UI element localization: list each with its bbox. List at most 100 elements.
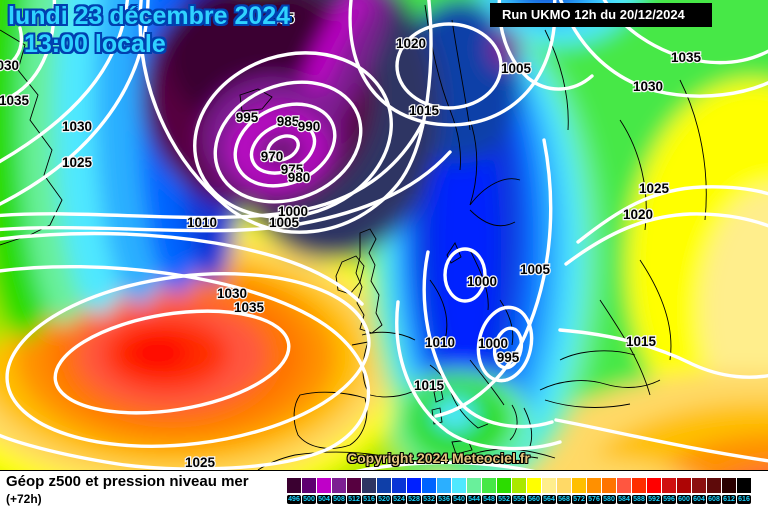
legend-value: 524 [392,495,406,504]
pressure-label: 995 [497,350,520,365]
pressure-label: 1000 [467,274,497,289]
legend-value: 516 [362,495,376,504]
legend-swatch [332,478,346,493]
legend-value: 496 [287,495,301,504]
legend-swatch [452,478,466,493]
pressure-label: 1020 [623,207,653,222]
pressure-label: 990 [298,119,321,134]
legend-value: 604 [692,495,706,504]
legend-value: 600 [677,495,691,504]
pressure-label: 995 [272,11,295,26]
legend-swatches [287,478,751,493]
legend-value: 548 [482,495,496,504]
legend-values: 496 500 504 508 512 516 520 524 528 532 536 540 544 5… [287,495,751,504]
pressure-label: 1020 [396,36,426,51]
legend-swatch [737,478,751,493]
pressure-label: 1025 [185,455,216,470]
pressure-label: 975 [281,162,304,177]
pressure-label: 1005 [501,61,532,76]
legend-swatch [347,478,361,493]
legend-swatch [707,478,721,493]
legend-value: 576 [587,495,601,504]
legend-value: 504 [317,495,331,504]
legend-value: 612 [722,495,736,504]
map-canvas: 9951020103010351030100510351015995985990… [0,0,768,470]
pressure-label: 1000 [478,336,508,351]
legend-swatch [722,478,736,493]
legend-swatch [557,478,571,493]
legend-swatch [587,478,601,493]
legend-swatch [632,478,646,493]
pressure-label: 980 [288,170,311,185]
pressure-label: 1010 [187,215,217,230]
legend-value: 580 [602,495,616,504]
pressure-label: 1005 [269,215,300,230]
legend-swatch [377,478,391,493]
legend-value: 540 [452,495,466,504]
legend-swatch [512,478,526,493]
legend-swatch [542,478,556,493]
footer-bar: Géop z500 et pression niveau mer (+72h) … [0,470,768,512]
legend-swatch [497,478,511,493]
legend-swatch [422,478,436,493]
legend-swatch [302,478,316,493]
legend-value: 556 [512,495,526,504]
pressure-label: 1030 [217,286,247,301]
legend-value: 544 [467,495,481,504]
pressure-label: 1030 [62,119,92,134]
pressure-label: 970 [261,149,284,164]
run-info-box: Run UKMO 12h du 20/12/2024 [490,3,712,27]
legend-swatch [677,478,691,493]
legend-value: 500 [302,495,316,504]
pressure-label: 1030 [633,79,663,94]
legend-swatch [602,478,616,493]
pressure-label: 1035 [234,300,265,315]
legend-value: 560 [527,495,541,504]
color-scale-legend: 496 500 504 508 512 516 520 524 528 532 536 540 544 5… [287,478,751,504]
pressure-label: 1015 [409,103,440,118]
pressure-label: 1015 [414,378,445,393]
z500-color-field [0,0,768,470]
legend-value: 592 [647,495,661,504]
legend-value: 588 [632,495,646,504]
map-title: Géop z500 et pression niveau mer [6,473,249,490]
legend-value: 616 [737,495,751,504]
legend-value: 568 [557,495,571,504]
legend-value: 520 [377,495,391,504]
legend-value: 528 [407,495,421,504]
legend-swatch [362,478,376,493]
legend-swatch [647,478,661,493]
legend-swatch [467,478,481,493]
legend-swatch [407,478,421,493]
pressure-label: 1005 [520,262,551,277]
pressure-label: 1025 [639,181,670,196]
pressure-labels: 9951020103010351030100510351015995985990… [0,10,703,470]
forecast-hour: (+72h) [6,492,42,506]
pressure-label: 1025 [62,155,93,170]
legend-value: 512 [347,495,361,504]
legend-swatch [617,478,631,493]
legend-value: 508 [332,495,346,504]
legend-swatch [287,478,301,493]
pressure-label: 995 [236,110,259,125]
legend-value: 584 [617,495,631,504]
pressure-label: 1035 [0,93,30,108]
pressure-label: 1015 [626,334,657,349]
legend-swatch [692,478,706,493]
pressure-label: 985 [277,114,300,129]
pressure-label: 1010 [425,335,455,350]
legend-swatch [392,478,406,493]
legend-value: 564 [542,495,556,504]
pressure-label: 1030 [0,58,19,73]
legend-swatch [437,478,451,493]
pressure-label: 1035 [671,50,702,65]
copyright-text: Copyright 2024 Meteociel.fr [347,450,530,466]
legend-swatch [482,478,496,493]
pressure-label: 1000 [278,204,308,219]
legend-swatch [662,478,676,493]
legend-value: 596 [662,495,676,504]
legend-value: 572 [572,495,586,504]
legend-swatch [527,478,541,493]
legend-value: 532 [422,495,436,504]
legend-swatch [572,478,586,493]
